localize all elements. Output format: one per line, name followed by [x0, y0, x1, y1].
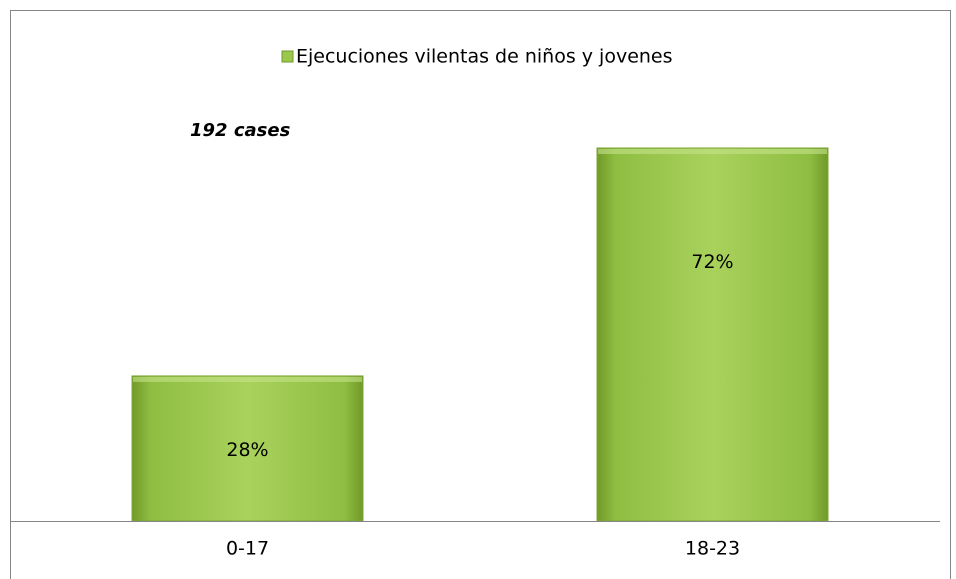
value-label: 72%	[691, 251, 733, 273]
annotation: 192 cases	[190, 120, 291, 141]
x-tick-label: 0-17	[226, 538, 269, 560]
bar	[131, 375, 364, 522]
bar-bevel	[133, 376, 362, 382]
bar-bevel	[598, 149, 827, 154]
legend-marker	[281, 50, 294, 63]
bar	[596, 147, 829, 522]
value-label: 28%	[226, 439, 268, 461]
legend-label: Ejecuciones vilentas de niños y jovenes	[296, 46, 673, 68]
x-tick-label: 18-23	[685, 538, 740, 560]
